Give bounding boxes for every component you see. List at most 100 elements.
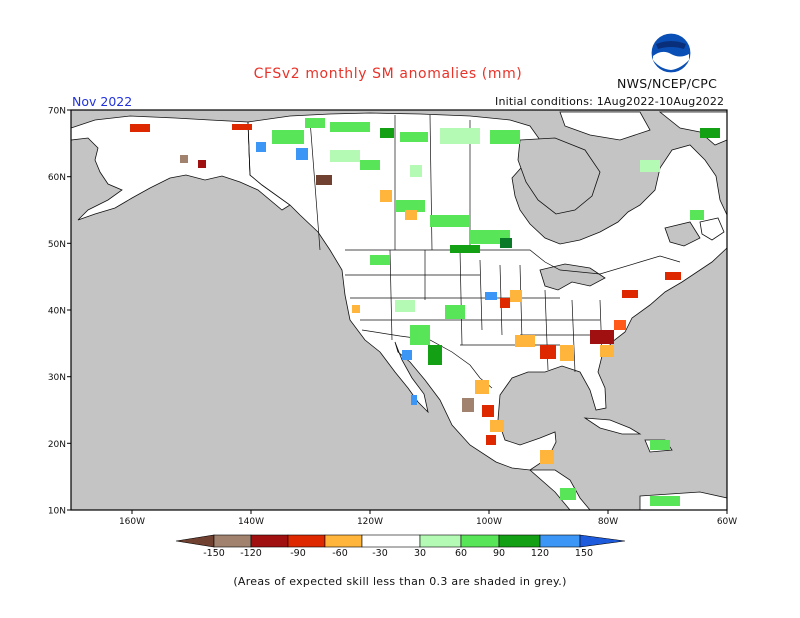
anomaly-cell: [400, 132, 428, 142]
great-lakes: [539, 263, 606, 291]
colorbar-label: 60: [455, 548, 467, 559]
anomaly-cell: [560, 488, 576, 500]
noaa-logo: [650, 32, 692, 74]
lon-label-100w: 100W: [476, 517, 502, 527]
colorbar-bin: [287, 534, 326, 548]
anomaly-cell: [330, 122, 370, 132]
chart-title: CFSv2 monthly SM anomalies (mm): [253, 66, 523, 82]
anomaly-cell: [614, 320, 626, 330]
colorbar-label: 150: [575, 548, 593, 559]
anomaly-cell: [410, 325, 430, 345]
newfoundland-land: [699, 217, 725, 241]
anomaly-cell: [402, 350, 412, 360]
anomaly-cell: [410, 165, 422, 177]
us-mexico-border: [361, 329, 493, 389]
anomaly-cell: [395, 300, 415, 312]
anomaly-cell: [296, 148, 308, 160]
lat-label-10n: 10N: [48, 507, 66, 517]
anomaly-cell: [560, 345, 574, 361]
lon-label-140w: 140W: [238, 517, 264, 527]
colorbar-label: -90: [290, 548, 306, 559]
colorbar-label: -150: [203, 548, 225, 559]
anomaly-cell: [411, 395, 417, 405]
anomaly-cell: [650, 496, 680, 506]
north-america-land: [247, 112, 728, 471]
alaska-canada-border: [247, 121, 251, 176]
anomaly-cell: [428, 345, 442, 365]
anomaly-cell: [540, 345, 556, 359]
forecast-month: Nov 2022: [72, 94, 133, 109]
colorbar-bin: [213, 534, 252, 548]
lat-label-70n: 70N: [48, 107, 66, 117]
anomaly-cell: [316, 175, 332, 185]
anomaly-cell: [690, 210, 704, 220]
anomaly-cell: [198, 160, 206, 168]
us-canada-border: [345, 249, 681, 275]
lon-label-60w: 60W: [717, 517, 737, 527]
colorbar-bin: [250, 534, 289, 548]
anomaly-cell: [482, 405, 494, 417]
anomaly-cell: [130, 124, 150, 132]
anomaly-cell: [352, 305, 360, 313]
colorbar-arrow-right: [579, 534, 626, 548]
anomaly-cell: [510, 290, 522, 302]
anomaly-cell: [180, 155, 188, 163]
colorbar-bin: [419, 534, 462, 548]
canada-provinces: [309, 114, 471, 251]
lat-label-30n: 30N: [48, 373, 66, 383]
longitude-axis: [131, 510, 728, 514]
anomaly-cell: [305, 118, 325, 128]
latitude-axis: [67, 109, 71, 511]
colorbar-bin: [539, 534, 581, 548]
lat-label-20n: 20N: [48, 440, 66, 450]
colorbar-label: -120: [240, 548, 262, 559]
colorbar-label: 120: [531, 548, 549, 559]
colorbar-bin: [498, 534, 541, 548]
gulf-of-st-lawrence: [664, 221, 701, 247]
anomaly-cell: [405, 210, 417, 220]
colorbar-label: -30: [372, 548, 388, 559]
anomaly-cell: [700, 128, 720, 138]
arctic-islands: [559, 111, 651, 141]
lon-label-80w: 80W: [598, 517, 618, 527]
anomaly-cell: [665, 272, 681, 280]
lat-label-60n: 60N: [48, 173, 66, 183]
anomaly-cell: [500, 298, 510, 308]
colorbar-arrow-left: [175, 534, 215, 548]
anomaly-cell: [330, 150, 360, 162]
anomaly-cell: [232, 124, 252, 130]
anomaly-cells: [130, 118, 720, 506]
anomaly-cell: [600, 345, 614, 357]
anomaly-cell: [590, 330, 614, 344]
anomaly-cell: [475, 380, 489, 394]
anomaly-cell: [485, 292, 497, 300]
anomaly-cell: [450, 245, 480, 253]
anomaly-cell: [490, 130, 520, 144]
anomaly-cell: [380, 128, 394, 138]
colorbar: [175, 534, 626, 548]
hudson-bay: [517, 137, 601, 215]
anomaly-cell: [640, 160, 660, 172]
anomaly-cell: [272, 130, 304, 144]
anomaly-cell: [256, 142, 266, 152]
political-borders: [247, 114, 681, 389]
state-lines-2: [345, 274, 610, 346]
colorbar-label: 30: [414, 548, 426, 559]
lat-label-50n: 50N: [48, 240, 66, 250]
cuba-land: [583, 417, 642, 435]
skill-footnote: (Areas of expected skill less than 0.3 a…: [233, 575, 567, 588]
lat-label-40n: 40N: [48, 307, 66, 317]
anomaly-cell: [395, 200, 425, 212]
colorbar-label: 90: [493, 548, 505, 559]
anomaly-cell: [540, 450, 554, 464]
anomaly-cell: [490, 420, 504, 432]
anomaly-cell: [650, 440, 670, 450]
anomaly-cell: [380, 190, 392, 202]
anomaly-cell: [486, 435, 496, 445]
anomaly-cell: [445, 305, 465, 319]
colorbar-label: -60: [332, 548, 348, 559]
anomaly-cell: [360, 160, 380, 170]
anomaly-cell: [462, 398, 474, 412]
anomaly-cell: [515, 335, 535, 347]
